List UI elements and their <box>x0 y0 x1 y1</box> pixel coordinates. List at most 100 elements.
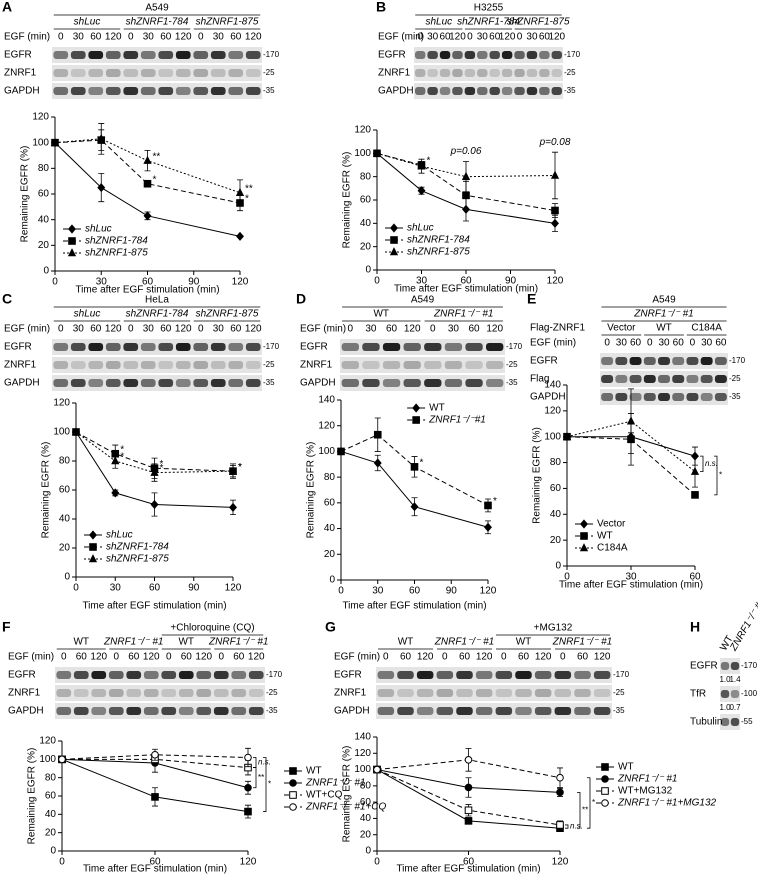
band <box>228 343 244 351</box>
x-tick-label: 120 <box>232 277 249 288</box>
band <box>730 718 740 726</box>
band <box>700 375 713 383</box>
y-tick-label: 120 <box>354 125 371 136</box>
time-label: 0 <box>58 324 64 335</box>
series-line <box>376 152 556 211</box>
row-label: GAPDH <box>4 378 40 389</box>
series-line <box>75 431 234 508</box>
blot-strip <box>340 357 505 373</box>
time-label: 0 <box>560 652 566 663</box>
band <box>143 671 159 679</box>
x-tick-label: 120 <box>552 857 569 868</box>
band <box>196 689 212 697</box>
x-tick-label: 90 <box>505 276 517 287</box>
y-tick-label: 40 <box>45 809 57 820</box>
mw-label: -25 <box>729 374 741 383</box>
band <box>377 689 395 697</box>
band <box>475 671 493 679</box>
band <box>672 393 685 401</box>
blot-title: A549 <box>411 295 435 306</box>
series-line <box>54 142 241 237</box>
marker <box>97 133 106 143</box>
band <box>486 379 504 387</box>
band <box>515 707 532 715</box>
band <box>175 343 191 351</box>
significance-label: * <box>160 459 164 470</box>
band <box>140 361 156 369</box>
blot-strip <box>414 47 563 63</box>
time-label: 0 <box>166 652 172 663</box>
band <box>56 689 72 697</box>
x-tick-label: 60 <box>149 857 161 868</box>
marker <box>143 211 152 221</box>
mw-label: -100 <box>741 689 758 698</box>
significance-label: ** <box>245 183 253 194</box>
band <box>56 671 72 679</box>
marker <box>151 793 159 801</box>
marker <box>150 467 159 476</box>
row-label: GAPDH <box>8 706 44 717</box>
marker <box>229 502 237 512</box>
band <box>175 51 191 59</box>
group-label: WT <box>516 637 532 648</box>
time-label: 30 <box>658 338 670 349</box>
x-tick-label: 0 <box>59 857 65 868</box>
group-label: shLuc <box>74 17 101 28</box>
marker <box>464 806 473 815</box>
band <box>196 707 212 715</box>
y-tick-label: 20 <box>324 549 336 560</box>
band <box>105 361 121 369</box>
band <box>245 69 261 77</box>
blot-header: +Chloroquine (CQ) <box>170 623 254 634</box>
legend-label: ZNRF1⁻/⁻#1 <box>428 415 486 426</box>
time-label: 30 <box>73 324 85 335</box>
marker <box>484 501 492 510</box>
y-tick-label: 20 <box>360 829 372 840</box>
time-label: 0 <box>348 324 354 335</box>
legend-label: shLuc <box>85 224 112 235</box>
time-label: 0 <box>128 324 134 335</box>
band <box>465 343 483 351</box>
band <box>73 689 89 697</box>
row-label: GAPDH <box>530 392 566 403</box>
marker <box>337 447 345 456</box>
marker <box>143 155 152 164</box>
y-tick-label: 80 <box>45 772 57 783</box>
marker <box>150 499 159 510</box>
marker <box>601 763 609 771</box>
marker <box>244 807 252 816</box>
time-label: 120 <box>548 32 565 43</box>
marker <box>484 522 492 532</box>
time-label: 30 <box>213 324 225 335</box>
time-label: 60 <box>489 32 501 43</box>
time-label: 0 <box>113 652 119 663</box>
legend-label: shZNRF1-784 <box>85 236 148 247</box>
band <box>397 671 414 679</box>
band <box>427 51 438 59</box>
marker <box>289 791 297 799</box>
band <box>245 343 261 351</box>
marker <box>462 191 470 200</box>
marker <box>97 183 106 193</box>
group-label: WT <box>178 637 194 648</box>
band <box>514 51 525 59</box>
group-label: Vector <box>607 323 636 334</box>
band <box>245 51 261 59</box>
band <box>228 379 244 387</box>
band <box>70 379 86 387</box>
band <box>501 87 513 95</box>
y-tick-label: 20 <box>550 535 562 546</box>
band <box>526 51 538 59</box>
time-label: 120 <box>449 32 466 43</box>
band <box>245 361 261 369</box>
time-label: 0 <box>198 32 204 43</box>
band <box>178 689 194 697</box>
legend-label: ZNRF1⁻/⁻ #1+MG132 <box>617 798 717 809</box>
marker <box>556 821 564 829</box>
bracket <box>253 757 257 768</box>
legend-label: ZNRF1⁻/⁻ #1 <box>305 778 365 789</box>
marker <box>410 463 419 471</box>
band <box>424 343 442 351</box>
band <box>143 689 159 697</box>
